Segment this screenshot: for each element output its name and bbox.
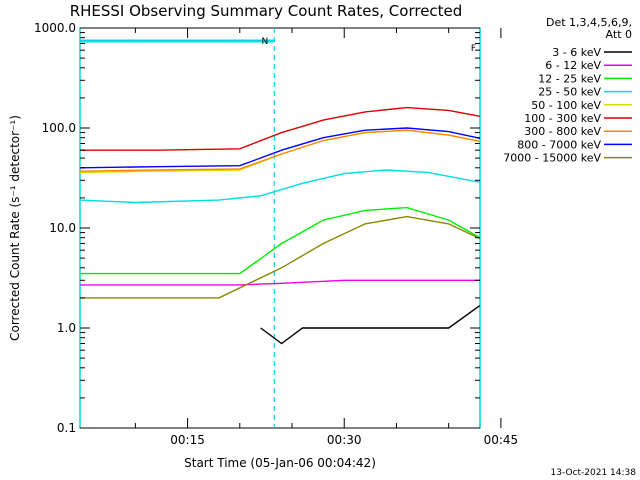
y-tick-label: 1000.0 (34, 21, 76, 35)
legend-label: 100 - 300 keV (524, 112, 601, 125)
y-axis-title: Corrected Count Rate (s⁻¹ detector⁻¹) (8, 115, 22, 341)
series-line-7 (79, 129, 481, 172)
plot-frame (79, 27, 481, 429)
x-tick-label: 00:15 (170, 433, 205, 447)
y-axis-ticks: 1000.0 100.0 10.0 1.0 0.1 (34, 21, 480, 435)
series-line-2 (80, 279, 480, 286)
chart-title: RHESSI Observing Summary Count Rates, Co… (70, 2, 463, 20)
x-tick-label: 00:30 (327, 433, 362, 447)
legend-header-line-2: Att 0 (606, 28, 632, 41)
legend-header-line-1: Det 1,3,4,5,6,9, (546, 16, 632, 29)
legend-label: 12 - 25 keV (538, 72, 601, 85)
observing-markers: NF (79, 28, 481, 428)
series-line-4 (79, 169, 481, 204)
footer-date: 13-Oct-2021 14:38 (551, 468, 637, 478)
legend-label: 3 - 6 keV (552, 46, 601, 59)
y-tick-label: 100.0 (42, 121, 76, 135)
series-line-1 (260, 304, 481, 345)
legend-label: 800 - 7000 keV (517, 138, 601, 151)
flare-label: F (471, 44, 476, 54)
series-lines (79, 106, 481, 345)
series-line-6 (80, 106, 481, 151)
night-label: N (262, 37, 269, 47)
y-tick-label: 10.0 (49, 221, 76, 235)
x-axis-title: Start Time (05-Jan-06 00:04:42) (184, 456, 376, 470)
legend-label: 6 - 12 keV (545, 59, 601, 72)
series-line-9 (80, 215, 481, 299)
series-line-3 (80, 206, 481, 275)
legend-label: 25 - 50 keV (538, 86, 601, 99)
x-tick-label: 00:45 (484, 433, 519, 447)
y-tick-label: 0.1 (57, 421, 76, 435)
y-tick-label: 1.0 (57, 321, 76, 335)
legend-label: 300 - 800 keV (524, 125, 601, 138)
series-line-8 (79, 127, 481, 169)
legend-label: 7000 - 15000 keV (503, 152, 601, 165)
legend-label: 50 - 100 keV (531, 99, 601, 112)
